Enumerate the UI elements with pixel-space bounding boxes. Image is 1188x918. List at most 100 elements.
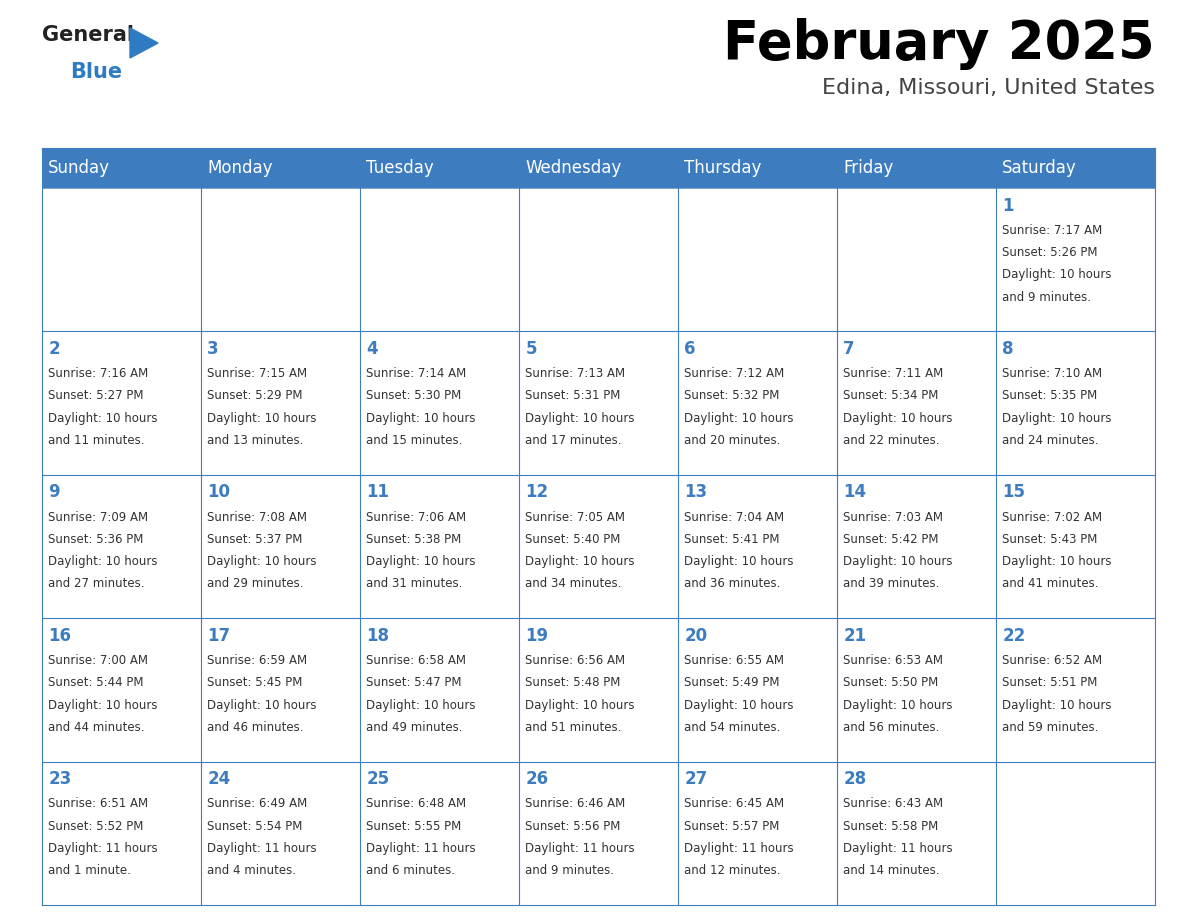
Text: and 51 minutes.: and 51 minutes. (525, 721, 621, 733)
Text: and 9 minutes.: and 9 minutes. (1003, 290, 1092, 304)
Text: Sunrise: 6:48 AM: Sunrise: 6:48 AM (366, 798, 467, 811)
Text: and 22 minutes.: and 22 minutes. (843, 434, 940, 447)
Text: Daylight: 10 hours: Daylight: 10 hours (525, 699, 634, 711)
Text: and 13 minutes.: and 13 minutes. (208, 434, 304, 447)
Text: and 56 minutes.: and 56 minutes. (843, 721, 940, 733)
Text: Sunday: Sunday (49, 159, 110, 177)
Text: and 27 minutes.: and 27 minutes. (49, 577, 145, 590)
Bar (996, 188, 1155, 331)
Text: Daylight: 10 hours: Daylight: 10 hours (1003, 411, 1112, 425)
Text: Thursday: Thursday (684, 159, 762, 177)
Text: Sunset: 5:37 PM: Sunset: 5:37 PM (208, 532, 303, 546)
Polygon shape (129, 28, 158, 58)
Text: Sunset: 5:47 PM: Sunset: 5:47 PM (366, 677, 462, 689)
Bar (519, 188, 678, 331)
Bar (996, 618, 1155, 762)
Text: and 1 minute.: and 1 minute. (49, 864, 131, 877)
Text: 20: 20 (684, 627, 708, 644)
Bar (519, 475, 678, 618)
Text: Sunset: 5:40 PM: Sunset: 5:40 PM (525, 532, 621, 546)
Text: and 41 minutes.: and 41 minutes. (1003, 577, 1099, 590)
Text: Sunrise: 7:00 AM: Sunrise: 7:00 AM (49, 654, 148, 667)
Bar (519, 762, 678, 905)
Text: Sunrise: 6:52 AM: Sunrise: 6:52 AM (1003, 654, 1102, 667)
Text: Daylight: 10 hours: Daylight: 10 hours (684, 699, 794, 711)
Text: Sunset: 5:54 PM: Sunset: 5:54 PM (208, 820, 303, 833)
Text: Sunset: 5:30 PM: Sunset: 5:30 PM (366, 389, 462, 402)
Text: and 15 minutes.: and 15 minutes. (366, 434, 463, 447)
Text: Sunset: 5:36 PM: Sunset: 5:36 PM (49, 532, 144, 546)
Text: Daylight: 10 hours: Daylight: 10 hours (684, 555, 794, 568)
Bar (678, 762, 838, 905)
Text: Wednesday: Wednesday (525, 159, 621, 177)
Bar (678, 188, 838, 331)
Bar (838, 618, 996, 762)
Text: and 6 minutes.: and 6 minutes. (366, 864, 455, 877)
Text: and 39 minutes.: and 39 minutes. (843, 577, 940, 590)
Bar (201, 618, 360, 762)
Text: Sunset: 5:56 PM: Sunset: 5:56 PM (525, 820, 621, 833)
Bar (360, 331, 519, 475)
Text: Daylight: 10 hours: Daylight: 10 hours (1003, 555, 1112, 568)
Text: Sunrise: 6:58 AM: Sunrise: 6:58 AM (366, 654, 467, 667)
Text: Sunset: 5:51 PM: Sunset: 5:51 PM (1003, 677, 1098, 689)
Text: Daylight: 10 hours: Daylight: 10 hours (843, 555, 953, 568)
Text: 7: 7 (843, 340, 855, 358)
Text: Daylight: 10 hours: Daylight: 10 hours (684, 411, 794, 425)
Text: Sunrise: 6:59 AM: Sunrise: 6:59 AM (208, 654, 308, 667)
Bar (519, 331, 678, 475)
Text: Sunrise: 6:51 AM: Sunrise: 6:51 AM (49, 798, 148, 811)
Text: Friday: Friday (843, 159, 893, 177)
Text: and 11 minutes.: and 11 minutes. (49, 434, 145, 447)
Text: and 34 minutes.: and 34 minutes. (525, 577, 621, 590)
Text: 21: 21 (843, 627, 866, 644)
Text: Sunset: 5:29 PM: Sunset: 5:29 PM (208, 389, 303, 402)
Text: Sunrise: 7:06 AM: Sunrise: 7:06 AM (366, 510, 467, 523)
Text: Sunset: 5:52 PM: Sunset: 5:52 PM (49, 820, 144, 833)
Bar (996, 475, 1155, 618)
Text: Sunrise: 7:17 AM: Sunrise: 7:17 AM (1003, 224, 1102, 237)
Text: Sunrise: 7:15 AM: Sunrise: 7:15 AM (208, 367, 308, 380)
Text: Sunrise: 6:46 AM: Sunrise: 6:46 AM (525, 798, 626, 811)
Text: Daylight: 11 hours: Daylight: 11 hours (684, 842, 794, 855)
Text: Sunrise: 7:08 AM: Sunrise: 7:08 AM (208, 510, 308, 523)
Text: Sunrise: 7:02 AM: Sunrise: 7:02 AM (1003, 510, 1102, 523)
Text: Daylight: 10 hours: Daylight: 10 hours (843, 699, 953, 711)
Bar (996, 762, 1155, 905)
Text: Daylight: 11 hours: Daylight: 11 hours (843, 842, 953, 855)
Text: February 2025: February 2025 (723, 18, 1155, 70)
Bar (996, 331, 1155, 475)
Text: 13: 13 (684, 484, 708, 501)
Text: Sunset: 5:42 PM: Sunset: 5:42 PM (843, 532, 939, 546)
Text: Edina, Missouri, United States: Edina, Missouri, United States (822, 78, 1155, 98)
Text: Daylight: 10 hours: Daylight: 10 hours (525, 555, 634, 568)
Text: and 36 minutes.: and 36 minutes. (684, 577, 781, 590)
Text: Sunset: 5:41 PM: Sunset: 5:41 PM (684, 532, 779, 546)
Text: Sunset: 5:32 PM: Sunset: 5:32 PM (684, 389, 779, 402)
Text: Daylight: 10 hours: Daylight: 10 hours (208, 555, 317, 568)
Text: Sunset: 5:55 PM: Sunset: 5:55 PM (366, 820, 462, 833)
Text: 5: 5 (525, 340, 537, 358)
Text: and 12 minutes.: and 12 minutes. (684, 864, 781, 877)
Text: Sunset: 5:27 PM: Sunset: 5:27 PM (49, 389, 144, 402)
Text: 28: 28 (843, 770, 866, 789)
Text: Sunset: 5:26 PM: Sunset: 5:26 PM (1003, 246, 1098, 259)
Text: Daylight: 11 hours: Daylight: 11 hours (208, 842, 317, 855)
Text: 24: 24 (208, 770, 230, 789)
Bar (201, 762, 360, 905)
Text: Sunset: 5:43 PM: Sunset: 5:43 PM (1003, 532, 1098, 546)
Text: Sunrise: 6:45 AM: Sunrise: 6:45 AM (684, 798, 784, 811)
Text: 26: 26 (525, 770, 549, 789)
Text: General: General (42, 25, 134, 45)
Bar (42, 475, 201, 618)
Text: 4: 4 (366, 340, 378, 358)
Text: Daylight: 10 hours: Daylight: 10 hours (843, 411, 953, 425)
Text: 3: 3 (208, 340, 219, 358)
Text: and 14 minutes.: and 14 minutes. (843, 864, 940, 877)
Bar (838, 331, 996, 475)
Text: and 46 minutes.: and 46 minutes. (208, 721, 304, 733)
Text: Sunset: 5:48 PM: Sunset: 5:48 PM (525, 677, 621, 689)
Text: 19: 19 (525, 627, 549, 644)
Text: and 59 minutes.: and 59 minutes. (1003, 721, 1099, 733)
Bar (42, 148, 1155, 188)
